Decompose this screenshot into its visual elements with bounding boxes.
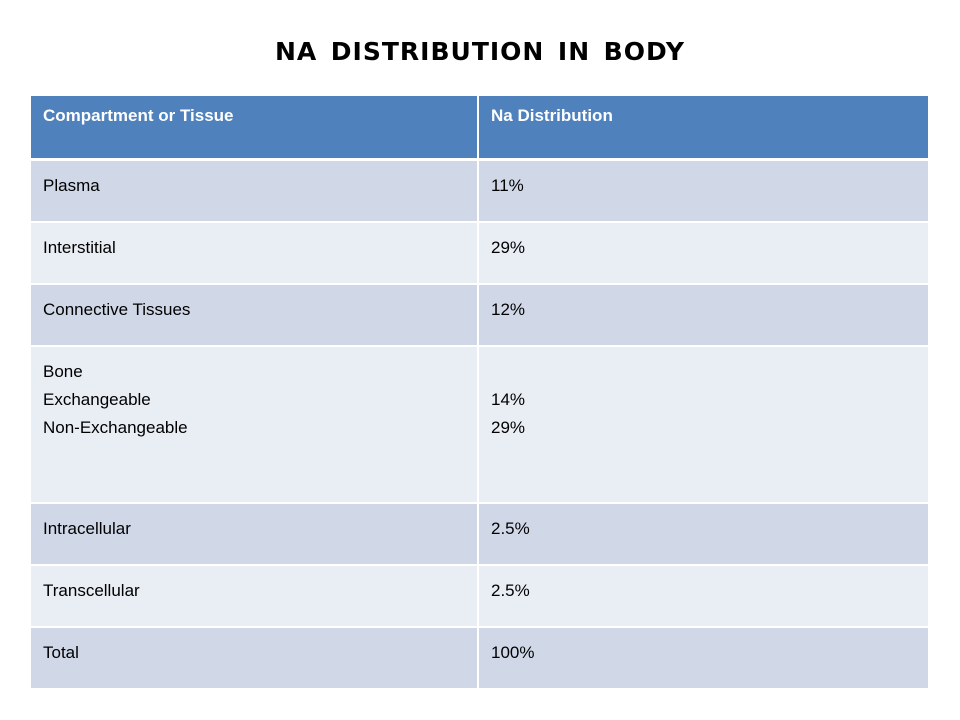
compartment-name: Connective Tissues — [43, 300, 191, 319]
compartment-cell: Bone Exchangeable Non-Exchangeable — [31, 346, 479, 504]
distribution-cell: 2.5% — [478, 565, 928, 628]
distribution-value: 12% — [491, 300, 526, 319]
distribution-value — [491, 358, 928, 386]
compartment-cell: Interstitial — [31, 222, 479, 285]
table-row: Bone Exchangeable Non-Exchangeable 14% 2… — [31, 346, 928, 504]
distribution-cell: 11% — [478, 159, 928, 223]
na-distribution-table: Compartment or Tissue Na Distribution Pl… — [31, 96, 928, 690]
distribution-value: 29% — [491, 418, 526, 437]
compartment-subname: Exchangeable — [43, 390, 151, 409]
distribution-value: 100% — [491, 643, 535, 662]
compartment-subname: Non-Exchangeable — [43, 418, 188, 437]
table-row: Transcellular 2.5% — [31, 565, 928, 628]
compartment-cell: Transcellular — [31, 565, 479, 628]
header-distribution: Na Distribution — [478, 96, 928, 161]
header-compartment: Compartment or Tissue — [31, 96, 479, 161]
distribution-cell: 14% 29% — [478, 346, 928, 504]
compartment-name: Interstitial — [43, 238, 116, 257]
table-row: Plasma 11% — [31, 159, 928, 223]
table-row: Total 100% — [31, 627, 928, 690]
compartment-cell: Connective Tissues — [31, 284, 479, 347]
distribution-cell: 100% — [478, 627, 928, 690]
compartment-cell: Intracellular — [31, 503, 479, 566]
slide-title: Na Distribution in Body — [275, 28, 685, 69]
table-row: Connective Tissues 12% — [31, 284, 928, 347]
distribution-cell: 2.5% — [478, 503, 928, 566]
distribution-value: 14% — [491, 390, 526, 409]
table-header-row: Compartment or Tissue Na Distribution — [31, 96, 928, 161]
distribution-value: 2.5% — [491, 519, 530, 538]
distribution-value: 2.5% — [491, 581, 530, 600]
compartment-name: Bone — [43, 362, 83, 381]
compartment-name: Intracellular — [43, 519, 131, 538]
compartment-name: Plasma — [43, 176, 100, 195]
distribution-value: 29% — [491, 238, 526, 257]
compartment-cell: Total — [31, 627, 479, 690]
compartment-cell: Plasma — [31, 159, 479, 223]
compartment-name: Total — [43, 643, 79, 662]
distribution-value: 11% — [491, 176, 524, 195]
compartment-name: Transcellular — [43, 581, 140, 600]
table-row: Interstitial 29% — [31, 222, 928, 285]
distribution-cell: 29% — [478, 222, 928, 285]
table-row: Intracellular 2.5% — [31, 503, 928, 566]
distribution-cell: 12% — [478, 284, 928, 347]
